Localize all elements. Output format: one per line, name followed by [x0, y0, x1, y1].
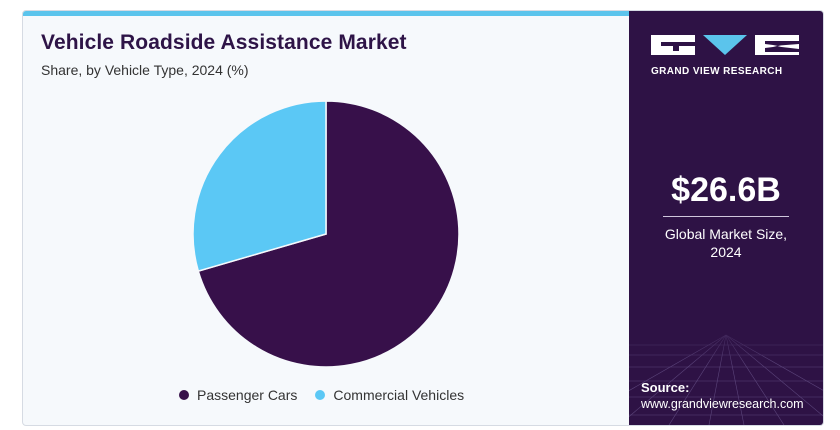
brand-name: GRAND VIEW RESEARCH [651, 66, 783, 77]
pie-chart [192, 100, 460, 368]
chart-panel: Vehicle Roadside Assistance Market Share… [23, 11, 629, 425]
chart-card: Vehicle Roadside Assistance Market Share… [22, 10, 824, 426]
divider [663, 216, 789, 217]
source-label: Source: [641, 380, 690, 395]
market-size-caption: Global Market Size, 2024 [629, 225, 823, 261]
info-panel: GRAND VIEW RESEARCH $26.6B Global Market… [629, 11, 823, 425]
pie-slice-commercial-vehicles [192, 100, 327, 273]
legend-swatch [179, 390, 189, 400]
chart-legend: Passenger Cars Commercial Vehicles [179, 387, 482, 403]
legend-label: Commercial Vehicles [333, 387, 465, 403]
source-link[interactable]: www.grandviewresearch.com [641, 397, 804, 411]
legend-item-passenger-cars: Passenger Cars [179, 387, 297, 403]
legend-swatch [315, 390, 326, 400]
market-size-caption-line2: 2024 [710, 244, 742, 260]
market-size-caption-line1: Global Market Size, [664, 226, 788, 242]
market-size-value: $26.6B [671, 171, 781, 209]
decorative-grid [629, 315, 823, 425]
chart-subtitle: Share, by Vehicle Type, 2024 (%) [41, 62, 249, 78]
accent-bar [23, 11, 629, 16]
grand-view-research-logo [651, 35, 799, 55]
legend-item-commercial-vehicles: Commercial Vehicles [315, 387, 464, 403]
legend-label: Passenger Cars [197, 387, 298, 403]
chart-title: Vehicle Roadside Assistance Market [41, 31, 407, 54]
pie-slice-passenger-cars [197, 100, 460, 368]
